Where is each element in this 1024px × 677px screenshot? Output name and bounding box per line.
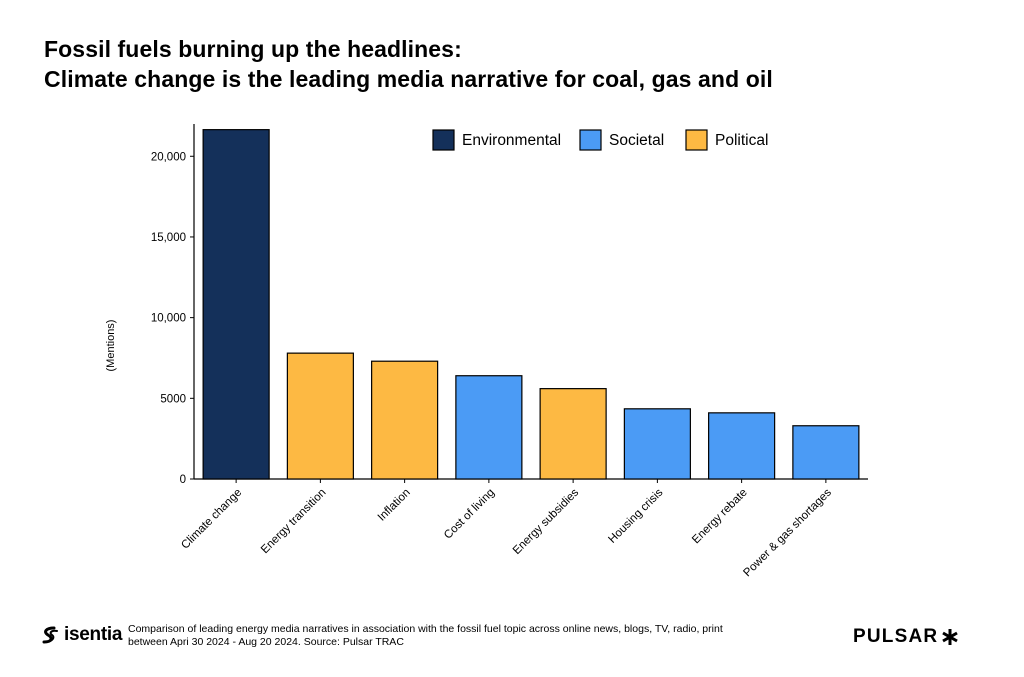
isentia-logo-text: isentia — [64, 624, 123, 645]
bar-energy-rebate — [708, 412, 776, 480]
pulsar-logo: PULSAR — [853, 626, 959, 648]
legend-swatch-societal — [579, 129, 602, 151]
bar-energy-transition — [286, 352, 354, 480]
isentia-logo: isentia — [40, 624, 122, 646]
y-tick-label: 20,000 — [151, 151, 186, 163]
bar-climate-change — [202, 129, 270, 480]
x-tick-label: Energy rebate — [690, 487, 750, 547]
x-tick-label: Energy transition — [259, 487, 329, 557]
x-tick-label: Energy subsidies — [511, 486, 582, 557]
y-tick-label: 10,000 — [151, 313, 186, 325]
legend-label-environmental: Environmental — [462, 132, 561, 149]
y-tick-label: 5000 — [160, 393, 186, 405]
title-line-2: Climate change is the leading media narr… — [44, 66, 773, 92]
chart-legend: Environmental Societal Political — [432, 129, 768, 151]
pulsar-logo-text: PULSAR — [853, 626, 939, 647]
chart-title: Fossil fuels burning up the headlines: C… — [44, 34, 773, 94]
bar-housing-crisis — [623, 408, 691, 480]
bar-inflation — [371, 360, 439, 480]
legend-label-societal: Societal — [609, 132, 664, 149]
y-axis-label: (Mentions) — [105, 320, 117, 372]
bar-cost-of-living — [455, 375, 523, 480]
footer-note: Comparison of leading energy media narra… — [128, 623, 808, 649]
legend-swatch-environmental — [432, 129, 455, 151]
bar-power-gas-shortages — [792, 425, 860, 480]
x-tick-label: Cost of living — [442, 487, 497, 542]
x-tick-label: Inflation — [376, 487, 413, 524]
legend-swatch-political — [685, 129, 708, 151]
footer-note-line-1: Comparison of leading energy media narra… — [128, 623, 723, 635]
x-tick-label: Climate change — [179, 487, 244, 552]
footer-note-line-2: between Apri 30 2024 - Aug 20 2024. Sour… — [128, 636, 404, 648]
title-line-1: Fossil fuels burning up the headlines: — [44, 36, 462, 62]
x-tick-label: Housing crisis — [606, 486, 665, 545]
legend-label-political: Political — [715, 132, 768, 149]
isentia-s-logo-icon — [42, 626, 58, 644]
y-tick-label: 15,000 — [151, 232, 186, 244]
bar-energy-subsidies — [539, 388, 607, 480]
y-tick-label: 0 — [180, 474, 186, 486]
chart-bars — [202, 129, 860, 480]
asterisk-logo-icon — [942, 629, 959, 645]
x-tick-label: Power & gas shortages — [741, 486, 834, 579]
